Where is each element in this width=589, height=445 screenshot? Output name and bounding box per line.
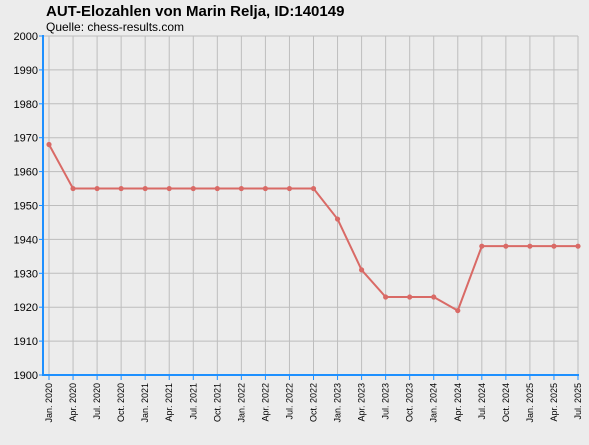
x-tick-label: Jul. 2024 [477, 383, 487, 420]
x-tick-label: Jan. 2020 [44, 383, 54, 423]
data-point [310, 185, 317, 192]
data-point [575, 243, 581, 249]
x-tick-label: Apr. 2025 [549, 383, 559, 422]
data-point [479, 243, 485, 249]
data-point [238, 185, 244, 192]
data-point [358, 267, 365, 273]
y-tick-label: 1940 [14, 234, 38, 246]
data-point [94, 185, 100, 192]
data-point [551, 243, 557, 249]
y-tick-label: 1950 [14, 201, 38, 213]
data-point [503, 243, 509, 249]
x-tick-label: Apr. 2020 [68, 383, 78, 422]
y-tick-label: 1930 [14, 268, 38, 280]
data-point [527, 243, 533, 249]
y-tick-label: 1990 [14, 65, 38, 77]
chart-subtitle: Quelle: chess-results.com [46, 20, 185, 34]
data-point [70, 185, 76, 192]
x-tick-label: Jan. 2025 [525, 383, 535, 423]
data-point [118, 185, 124, 192]
x-tick-label: Jul. 2021 [188, 383, 198, 420]
y-tick-label: 1960 [14, 167, 38, 179]
x-tick-label: Jan. 2023 [333, 383, 343, 423]
data-point [166, 185, 172, 192]
x-tick-label: Apr. 2024 [453, 383, 463, 422]
data-point [383, 294, 389, 300]
x-tick-label: Oct. 2020 [116, 383, 126, 422]
x-tick-label: Jan. 2021 [140, 383, 150, 423]
x-tick-label: Jul. 2023 [381, 383, 391, 420]
x-tick-label: Oct. 2021 [212, 383, 222, 422]
data-point [262, 185, 269, 192]
x-tick-label: Jul. 2022 [284, 383, 294, 420]
y-tick-label: 1980 [14, 99, 38, 111]
x-tick-label: Oct. 2022 [309, 383, 319, 422]
data-point [286, 185, 293, 192]
chart-title: AUT-Elozahlen von Marin Relja, ID:140149 [46, 3, 345, 20]
data-point [46, 141, 52, 148]
x-tick-label: Apr. 2021 [164, 383, 174, 422]
data-point [431, 294, 437, 300]
y-tick-label: 1970 [14, 133, 38, 145]
x-tick-label: Jan. 2022 [236, 383, 246, 423]
data-point [190, 185, 196, 192]
data-point [214, 185, 220, 192]
data-point [142, 185, 148, 192]
y-tick-label: 1900 [14, 370, 38, 382]
x-tick-label: Jul. 2025 [573, 383, 583, 420]
x-tick-label: Jul. 2020 [92, 383, 102, 420]
x-tick-label: Oct. 2024 [501, 383, 511, 422]
x-tick-label: Apr. 2022 [260, 383, 270, 422]
data-point [334, 216, 341, 222]
y-tick-label: 1920 [14, 302, 38, 314]
x-tick-label: Jan. 2024 [429, 383, 439, 423]
data-point [455, 307, 461, 314]
x-tick-label: Oct. 2023 [405, 383, 415, 422]
x-tick-label: Apr. 2023 [357, 383, 367, 422]
data-point [407, 294, 413, 300]
y-tick-label: 2000 [14, 31, 38, 43]
y-tick-label: 1910 [14, 336, 38, 348]
